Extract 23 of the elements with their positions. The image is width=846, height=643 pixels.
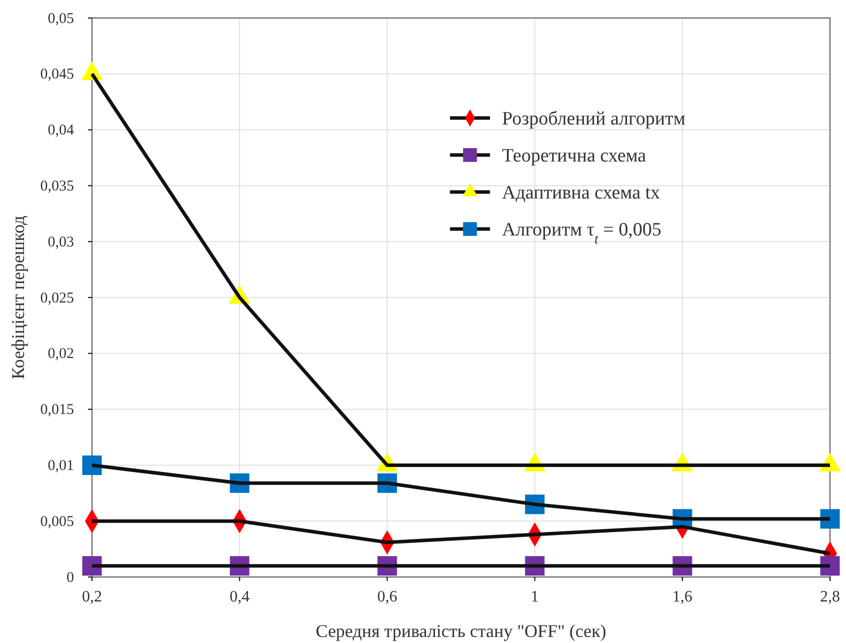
x-tick-label: 2,8	[820, 588, 840, 606]
x-tick-label: 0,2	[82, 588, 102, 606]
y-tick-label: 0,035	[40, 178, 74, 194]
x-tick-label: 1	[530, 588, 539, 606]
legend-label: Алгоритм τ$_{t}$ = 0,005	[502, 220, 662, 248]
x-axis-title: Середня тривалість стану "OFF" (сек)	[316, 621, 606, 641]
x-tick-label: 0,6	[377, 588, 398, 606]
x-tick-label: 0,4	[230, 588, 250, 606]
y-tick-label: 0,025	[40, 290, 74, 306]
y-tick-label: 0,005	[40, 514, 74, 530]
legend-label: Адаптивна схема tx	[502, 182, 661, 204]
legend-label: Теоретична схема	[502, 146, 647, 167]
y-tick-label: 0	[66, 570, 74, 586]
y-tick-label: 0,03	[48, 234, 74, 250]
y-tick-label: 0,05	[48, 10, 74, 27]
legend-label: Розроблений алгоритм	[502, 108, 686, 130]
y-tick-label: 0,045	[40, 66, 74, 83]
y-tick-label: 0,04	[48, 122, 74, 139]
x-tick-label: 1,6	[672, 588, 692, 606]
y-tick-label: 0,015	[40, 402, 74, 418]
y-tick-label: 0,01	[48, 458, 74, 474]
y-axis-title: Коефіцієнт перешкод	[8, 216, 28, 380]
y-tick-label: 0,02	[48, 346, 74, 362]
